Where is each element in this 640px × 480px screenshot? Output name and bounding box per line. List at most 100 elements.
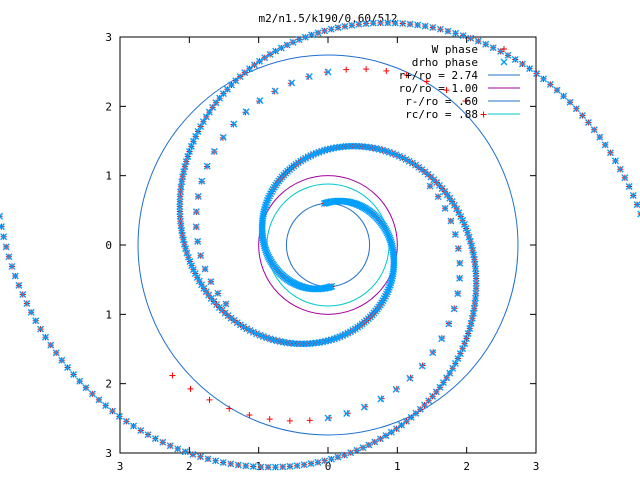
phase-points — [0, 19, 640, 471]
drho-phase-point — [289, 38, 297, 46]
drho-phase-point — [596, 133, 604, 141]
drho-phase-point — [464, 329, 472, 337]
x-tick-label: 3 — [117, 460, 124, 473]
drho-phase-point — [293, 462, 301, 470]
drho-phase-point — [540, 75, 548, 83]
circle-ro — [258, 175, 398, 315]
drho-phase-point — [452, 29, 460, 37]
drho-phase-point — [511, 56, 519, 64]
drho-phase-point — [578, 112, 586, 120]
drho-phase-point — [279, 463, 287, 471]
drho-phase-point — [421, 22, 429, 30]
drho-phase-point — [314, 29, 322, 37]
x-tick-label: 2 — [463, 460, 470, 473]
drho-phase-point — [457, 212, 465, 220]
w-phase-point — [363, 66, 370, 73]
drho-phase-point — [399, 19, 407, 27]
drho-phase-point — [436, 25, 444, 33]
drho-phase-point — [625, 183, 633, 191]
drho-phase-point — [181, 163, 189, 171]
drho-phase-point — [601, 141, 609, 149]
drho-phase-point — [414, 21, 422, 29]
drho-phase-point — [151, 435, 159, 443]
drho-phase-point — [246, 65, 254, 73]
y-tick-label: 1 — [105, 308, 112, 321]
drho-phase-point — [460, 220, 468, 228]
drho-phase-point — [243, 325, 251, 333]
w-phase-point — [637, 213, 640, 215]
w-phase-point — [246, 412, 253, 419]
drho-phase-point — [184, 253, 192, 261]
drho-phase-point — [180, 168, 188, 176]
drho-phase-point — [242, 462, 250, 470]
drho-phase-point — [371, 438, 379, 446]
drho-phase-point — [446, 194, 454, 202]
drho-phase-point — [340, 451, 348, 459]
legend-label: r-/ro = .60 — [405, 95, 478, 108]
drho-phase-point — [391, 19, 399, 27]
drho-phase-point — [301, 33, 309, 41]
drho-phase-point — [95, 396, 103, 404]
drho-phase-point — [429, 24, 437, 32]
drho-phase-point — [454, 355, 462, 363]
drho-phase-point — [533, 70, 541, 78]
w-phase-point — [443, 87, 450, 94]
drho-phase-point — [426, 182, 434, 190]
drho-phase-point — [402, 155, 410, 163]
drho-phase-point — [234, 461, 242, 469]
drho-phase-point — [461, 340, 469, 348]
drho-phase-point — [202, 113, 210, 121]
drho-phase-point — [450, 305, 458, 313]
drho-phase-point — [197, 252, 205, 260]
drho-phase-point — [186, 258, 194, 265]
drho-phase-point — [256, 97, 264, 105]
drho-phase-point — [387, 428, 395, 436]
drho-phase-point — [459, 32, 467, 40]
drho-phase-point — [449, 364, 457, 372]
circle-r+ — [137, 54, 519, 436]
drho-phase-point — [443, 374, 451, 382]
drho-phase-point — [362, 20, 370, 28]
drho-phase-point — [144, 431, 152, 439]
drho-phase-point — [453, 205, 461, 213]
drho-phase-point — [130, 422, 138, 430]
x-tick-label: 2 — [186, 460, 193, 473]
circle-r- — [285, 202, 371, 288]
drho-phase-point — [8, 262, 16, 270]
drho-phase-point — [456, 350, 464, 358]
drho-phase-point — [108, 407, 116, 415]
drho-phase-point — [305, 72, 313, 80]
y-tick-label: 3 — [105, 447, 112, 460]
drho-phase-point — [518, 60, 526, 68]
drho-phase-point — [606, 149, 614, 157]
drho-phase-point — [295, 36, 303, 44]
y-tick-label: 2 — [105, 100, 112, 113]
drho-phase-point — [236, 321, 244, 329]
drho-phase-point — [209, 103, 217, 111]
drho-phase-point — [222, 300, 230, 308]
drho-phase-point — [286, 462, 294, 470]
drho-phase-point — [459, 345, 467, 353]
drho-phase-point — [355, 20, 363, 28]
drho-phase-point — [633, 201, 640, 209]
chart-title: m2/n1.5/k190/0.60/512 — [258, 12, 397, 25]
drho-phase-point — [189, 450, 197, 458]
drho-phase-point — [438, 335, 446, 343]
drho-phase-point — [393, 425, 400, 433]
drho-phase-point — [402, 417, 410, 425]
drho-phase-point — [439, 379, 447, 387]
drho-phase-point — [343, 410, 351, 418]
legend-label: rc/ro = .88 — [405, 108, 478, 121]
drho-phase-point — [445, 320, 453, 328]
drho-phase-point — [0, 212, 4, 220]
drho-phase-point — [321, 27, 329, 35]
y-tick-label: 1 — [105, 170, 112, 183]
drho-phase-point — [456, 274, 464, 282]
drho-phase-point — [387, 279, 395, 287]
w-phase-point — [169, 372, 176, 379]
drho-phase-point — [489, 44, 497, 52]
drho-phase-point — [219, 133, 227, 141]
drho-phase-point — [195, 277, 203, 285]
drho-phase-point — [182, 158, 190, 166]
